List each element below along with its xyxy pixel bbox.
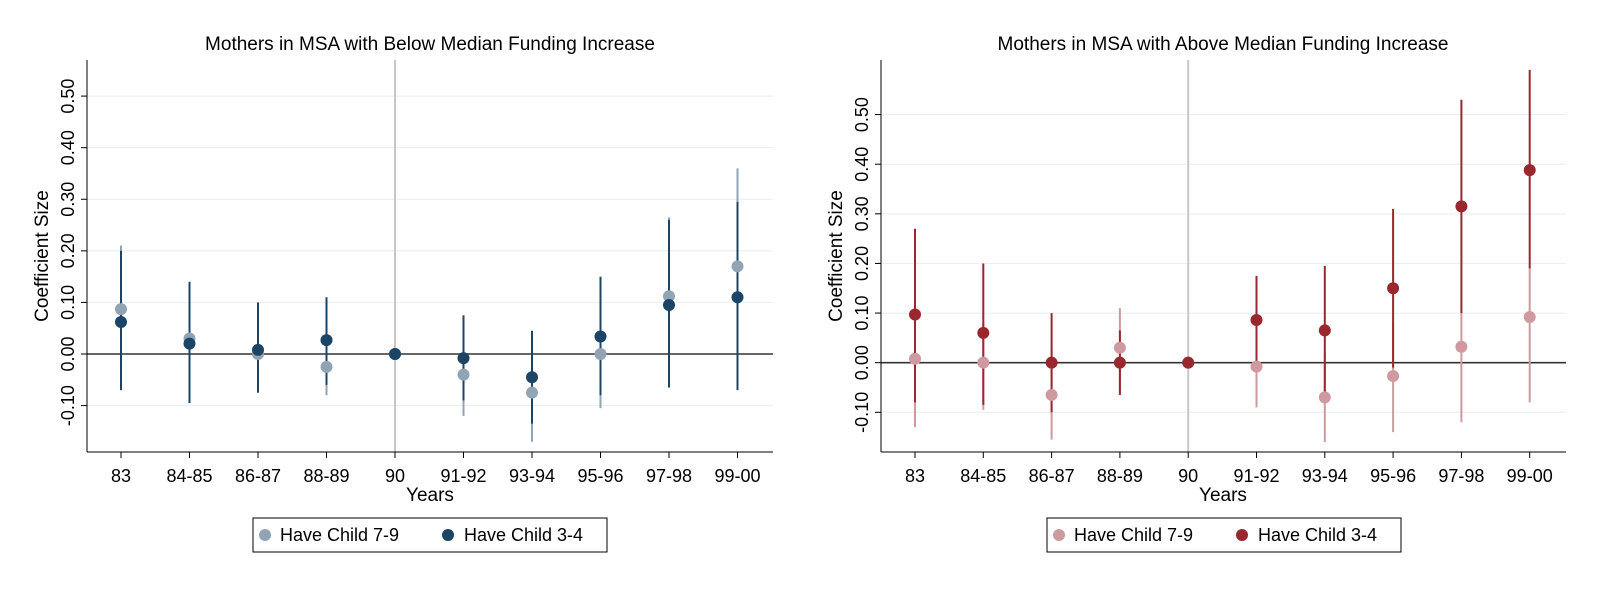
y-axis-label: Coefficient Size [32, 190, 53, 322]
data-point [1318, 391, 1331, 404]
data-point [526, 386, 538, 399]
y-tick-labels: -0.10 0.00 0.10 0.20 0.30 0.40 0.50 [852, 97, 881, 433]
data-point [115, 316, 127, 329]
x-tick-label: 95-96 [1370, 466, 1416, 486]
panel-above-median: -0.10 0.00 0.10 0.20 0.30 0.40 0.50 83 84-85 86-… [826, 34, 1566, 553]
data-point [663, 290, 675, 303]
y-tick-label: 0.40 [58, 130, 78, 165]
data-point [1387, 282, 1400, 295]
x-tick-label: 90 [1178, 466, 1198, 486]
y-tick-label: 0.50 [852, 97, 872, 132]
y-tick-label: 0.30 [852, 196, 872, 231]
legend-marker-child-7-9 [1053, 529, 1065, 541]
data-point [457, 368, 470, 381]
y-tick-label: 0.10 [58, 285, 78, 320]
x-tick-label: 91-92 [1233, 466, 1279, 486]
panel-below-median: -0.10 0.00 0.10 0.20 0.30 0.40 0.50 83 84-85 86-… [32, 34, 773, 553]
x-axis-label: Years [406, 485, 454, 506]
x-tick-label: 86-87 [235, 466, 281, 486]
data-point [909, 308, 921, 321]
data-point [1387, 370, 1400, 383]
x-tick-label: 97-98 [646, 466, 692, 486]
data-point [1113, 356, 1126, 369]
legend-marker-child-7-9 [259, 529, 271, 541]
x-tick-labels: 83 84-85 86-87 88-89 90 91-92 93-94 95-96 97-98 9… [905, 452, 1553, 486]
data-points [909, 164, 1536, 404]
data-point [977, 326, 990, 339]
x-tick-label: 88-89 [1097, 466, 1143, 486]
data-point [526, 371, 538, 384]
x-tick-label: 83 [111, 466, 131, 486]
data-point [1113, 341, 1126, 354]
data-point [320, 334, 333, 347]
data-point [1250, 360, 1263, 373]
y-axis-label: Coefficient Size [826, 190, 847, 322]
legend-marker-child-3-4 [442, 529, 454, 541]
data-point [252, 343, 264, 356]
data-point [115, 303, 127, 316]
x-tick-label: 90 [385, 466, 405, 486]
chart-title: Mothers in MSA with Below Median Funding… [205, 34, 655, 55]
data-point [1045, 356, 1058, 369]
data-point [183, 337, 196, 350]
data-point [457, 352, 470, 365]
data-point [594, 330, 607, 343]
x-tick-label: 84-85 [166, 466, 212, 486]
y-tick-label: 0.20 [58, 233, 78, 268]
data-point [977, 356, 990, 369]
x-tick-label: 93-94 [509, 466, 555, 486]
y-tick-label: 0.20 [852, 246, 872, 281]
legend-label-child-3-4: Have Child 3-4 [1258, 525, 1377, 545]
y-tick-labels: -0.10 0.00 0.10 0.20 0.30 0.40 0.50 [58, 79, 87, 426]
data-point [1182, 356, 1195, 369]
data-point [731, 291, 744, 304]
x-tick-label: 91-92 [440, 466, 486, 486]
gridlines [87, 95, 773, 407]
data-point [731, 260, 744, 273]
chart-title: Mothers in MSA with Above Median Funding… [998, 34, 1449, 55]
x-tick-label: 99-00 [714, 466, 760, 486]
y-tick-label: -0.10 [58, 385, 78, 426]
data-point [1523, 164, 1536, 177]
y-tick-label: -0.10 [852, 392, 872, 433]
data-point [1250, 314, 1263, 327]
x-tick-label: 95-96 [577, 466, 623, 486]
data-point [1455, 200, 1468, 213]
data-point [1523, 311, 1536, 324]
y-tick-label: 0.00 [852, 345, 872, 380]
data-point [594, 348, 607, 360]
x-tick-label: 97-98 [1438, 466, 1484, 486]
x-tick-label: 83 [905, 466, 925, 486]
x-tick-label: 93-94 [1302, 466, 1348, 486]
x-tick-label: 99-00 [1507, 466, 1553, 486]
axes [880, 60, 1566, 453]
data-points [115, 260, 744, 399]
y-tick-label: 0.30 [58, 182, 78, 217]
legend-marker-child-3-4 [1236, 529, 1248, 541]
x-tick-label: 86-87 [1029, 466, 1075, 486]
legend: Have Child 7-9 Have Child 3-4 [1046, 517, 1402, 553]
legend: Have Child 7-9 Have Child 3-4 [252, 517, 608, 553]
y-tick-label: 0.10 [852, 296, 872, 331]
data-point [1045, 388, 1058, 401]
legend-label-child-7-9: Have Child 7-9 [280, 525, 399, 545]
y-tick-label: 0.40 [852, 147, 872, 182]
data-point [663, 299, 675, 311]
axes [86, 60, 773, 453]
x-tick-labels: 83 84-85 86-87 88-89 90 91-92 93-94 95-96 97-98 9… [111, 452, 761, 486]
legend-label-child-3-4: Have Child 3-4 [464, 525, 583, 545]
data-point [320, 360, 333, 373]
x-axis-label: Years [1199, 485, 1247, 506]
y-tick-label: 0.00 [58, 336, 78, 371]
data-point [909, 352, 921, 365]
data-point [1455, 340, 1468, 353]
legend-label-child-7-9: Have Child 7-9 [1074, 525, 1193, 545]
data-point [1318, 324, 1331, 337]
data-point [389, 348, 401, 360]
x-tick-label: 84-85 [960, 466, 1006, 486]
y-tick-label: 0.50 [58, 79, 78, 114]
x-tick-label: 88-89 [303, 466, 349, 486]
